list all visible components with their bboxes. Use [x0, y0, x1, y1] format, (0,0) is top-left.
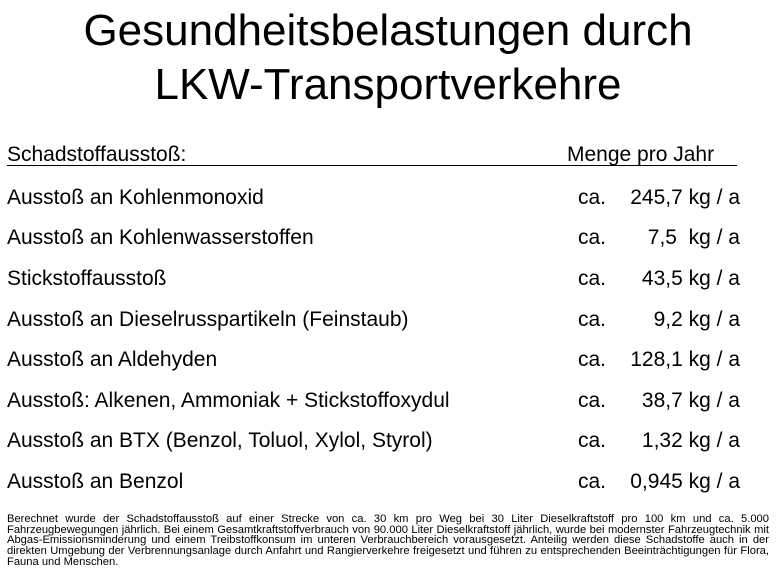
row-approx: ca. — [578, 348, 607, 371]
row-amount: 245,7 kg / a — [630, 186, 740, 209]
table-row: Ausstoß an Dieselrusspartikeln (Feinstau… — [0, 307, 776, 333]
table-row: Ausstoß an Kohlenmonoxid ca. 245,7 kg / … — [0, 185, 776, 211]
row-label: Ausstoß an Aldehyden — [7, 348, 218, 371]
row-amount: 1,32 kg / a — [641, 429, 740, 452]
column-header-pollutant: Schadstoffausstoß: — [7, 143, 187, 166]
row-label: Ausstoß an Kohlenwasserstoffen — [7, 226, 314, 249]
row-approx: ca. — [578, 389, 607, 412]
row-amount: 7,5 kg / a — [647, 226, 740, 249]
row-label: Ausstoß an Kohlenmonoxid — [7, 186, 264, 209]
row-amount: 0,945 kg / a — [630, 470, 740, 493]
row-label: Ausstoß an Benzol — [7, 470, 184, 493]
table-row: Ausstoß an Kohlenwasserstoffen ca. 7,5 k… — [0, 225, 776, 251]
row-approx: ca. — [578, 429, 607, 452]
footnote: Berechnet wurde der Schadstoffausstoß au… — [7, 513, 769, 568]
table-row: Ausstoß an BTX (Benzol, Toluol, Xylol, S… — [0, 428, 776, 454]
row-label: Ausstoß an Dieselrusspartikeln (Feinstau… — [7, 308, 409, 331]
row-approx: ca. — [578, 308, 607, 331]
row-amount: 9,2 kg / a — [653, 308, 740, 331]
column-header-amount: Menge pro Jahr — [567, 143, 715, 166]
row-amount: 128,1 kg / a — [630, 348, 740, 371]
row-amount: 38,7 kg / a — [641, 389, 740, 412]
table-row: Ausstoß an Benzol ca. 0,945 kg / a — [0, 469, 776, 495]
table-row: Ausstoß an Aldehyden ca. 128,1 kg / a — [0, 347, 776, 373]
row-approx: ca. — [578, 226, 607, 249]
row-approx: ca. — [578, 186, 607, 209]
page-title: Gesundheitsbelastungen durch LKW-Transpo… — [0, 4, 776, 112]
row-amount: 43,5 kg / a — [641, 267, 740, 290]
table-row: Ausstoß: Alkenen, Ammoniak + Stickstoffo… — [0, 388, 776, 414]
row-label: Ausstoß: Alkenen, Ammoniak + Stickstoffo… — [7, 389, 450, 412]
header-underline — [7, 165, 737, 166]
row-label: Ausstoß an BTX (Benzol, Toluol, Xylol, S… — [7, 429, 433, 452]
table-row: Stickstoffausstoß ca. 43,5 kg / a — [0, 266, 776, 292]
row-approx: ca. — [578, 470, 607, 493]
row-approx: ca. — [578, 267, 607, 290]
row-label: Stickstoffausstoß — [7, 267, 167, 290]
title-line-1: Gesundheitsbelastungen durch — [83, 6, 693, 55]
title-line-2: LKW-Transportverkehre — [154, 60, 622, 109]
